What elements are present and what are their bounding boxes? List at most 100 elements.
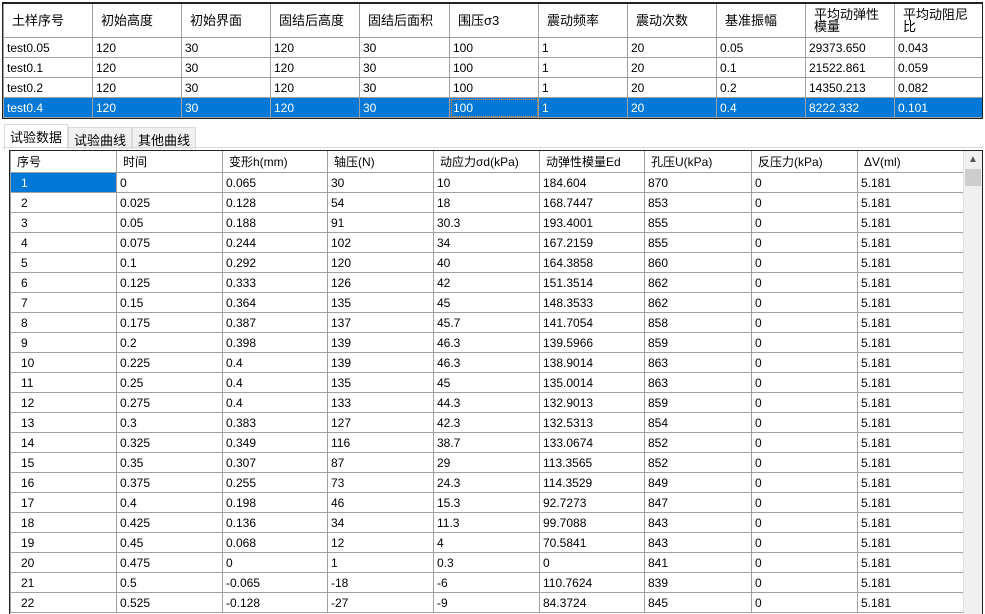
data-cell[interactable]: 139	[327, 352, 434, 373]
table-cell[interactable]: 0.4	[716, 97, 806, 118]
data-cell[interactable]: 45	[433, 372, 540, 393]
data-cell[interactable]: 46	[327, 492, 434, 513]
data-row[interactable]: 12 0.275 0.4 133 44.3 132.9013 859 0 5.181	[10, 392, 964, 413]
data-cell[interactable]: 99.7088	[539, 512, 645, 533]
data-cell[interactable]: 870	[644, 172, 752, 193]
data-cell[interactable]: 0	[222, 552, 328, 573]
data-cell[interactable]: 0	[751, 432, 858, 453]
table-cell[interactable]: 30	[359, 37, 450, 58]
data-cell[interactable]: 0.244	[222, 232, 328, 253]
table-cell[interactable]: 0.05	[716, 37, 806, 58]
table-cell[interactable]: 120	[92, 97, 182, 118]
data-cell[interactable]: 21	[10, 572, 117, 593]
data-cell[interactable]: 18	[10, 512, 117, 533]
data-cell[interactable]: 84.3724	[539, 592, 645, 613]
table-cell[interactable]: 100	[449, 57, 539, 78]
column-header[interactable]: 震动频率	[538, 4, 628, 38]
data-cell[interactable]: 42	[433, 272, 540, 293]
column-header[interactable]: 土样序号	[3, 4, 93, 38]
data-cell[interactable]: 0	[751, 392, 858, 413]
table-cell[interactable]: 30	[359, 57, 450, 78]
scrollbar-thumb[interactable]	[965, 169, 981, 186]
table-cell[interactable]: 120	[270, 57, 360, 78]
data-cell[interactable]: -0.128	[222, 592, 328, 613]
data-cell[interactable]: 854	[644, 412, 752, 433]
data-cell[interactable]: 135.0014	[539, 372, 645, 393]
data-cell[interactable]: 5.181	[857, 412, 964, 433]
table-cell[interactable]: 20	[627, 97, 717, 118]
data-cell[interactable]: 139	[327, 332, 434, 353]
data-cell[interactable]: 5.181	[857, 192, 964, 213]
data-cell[interactable]: 0	[751, 372, 858, 393]
data-cell[interactable]: 1	[10, 172, 117, 193]
data-cell[interactable]: 0.5	[116, 572, 223, 593]
table-cell[interactable]: 1	[538, 97, 628, 118]
table-cell[interactable]: 0.101	[894, 97, 982, 118]
data-cell[interactable]: 116	[327, 432, 434, 453]
data-cell[interactable]: 0	[751, 552, 858, 573]
data-cell[interactable]: 0	[751, 492, 858, 513]
table-cell[interactable]: 100	[449, 37, 539, 58]
data-cell[interactable]: 860	[644, 252, 752, 273]
data-cell[interactable]: 45	[433, 292, 540, 313]
data-cell[interactable]: 0.188	[222, 212, 328, 233]
table-cell[interactable]: 29373.650	[805, 37, 895, 58]
data-cell[interactable]: 0.3	[116, 412, 223, 433]
data-cell[interactable]: 0	[116, 172, 223, 193]
data-row[interactable]: 16 0.375 0.255 73 24.3 114.3529 849 0 5.181	[10, 472, 964, 493]
data-cell[interactable]: 5.181	[857, 472, 964, 493]
data-cell[interactable]: 139.5966	[539, 332, 645, 353]
data-cell[interactable]: 5.181	[857, 332, 964, 353]
data-cell[interactable]: 847	[644, 492, 752, 513]
data-cell[interactable]: 45.7	[433, 312, 540, 333]
table-cell[interactable]: 0.082	[894, 77, 982, 98]
data-cell[interactable]: 0	[751, 412, 858, 433]
table-cell[interactable]: 0.043	[894, 37, 982, 58]
data-cell[interactable]: 193.4001	[539, 212, 645, 233]
data-cell[interactable]: 0.387	[222, 312, 328, 333]
data-cell[interactable]: 151.3514	[539, 272, 645, 293]
data-cell[interactable]: 0.25	[116, 372, 223, 393]
data-cell[interactable]: 862	[644, 292, 752, 313]
data-cell[interactable]: 0.175	[116, 312, 223, 333]
data-cell[interactable]: 0	[751, 172, 858, 193]
sample-table[interactable]: 土样序号 初始高度 初始界面 固结后高度 固结后面积 围压σ3 震动频率 震动次数 基准振幅 平均…	[2, 2, 983, 119]
data-row[interactable]: 6 0.125 0.333 126 42 151.3514 862 0 5.181	[10, 272, 964, 293]
table-cell[interactable]: 21522.861	[805, 57, 895, 78]
data-cell[interactable]: 855	[644, 232, 752, 253]
table-cell[interactable]: 30	[359, 97, 450, 118]
table-cell[interactable]: 8222.332	[805, 97, 895, 118]
data-cell[interactable]: 0.025	[116, 192, 223, 213]
data-cell[interactable]: 92.7273	[539, 492, 645, 513]
data-cell[interactable]: 38.7	[433, 432, 540, 453]
data-cell[interactable]: 853	[644, 192, 752, 213]
data-cell[interactable]: -27	[327, 592, 434, 613]
data-cell[interactable]: 5	[10, 252, 117, 273]
data-cell[interactable]: 0.325	[116, 432, 223, 453]
data-cell[interactable]: 0.398	[222, 332, 328, 353]
data-cell[interactable]: 0	[751, 572, 858, 593]
data-cell[interactable]: 0.275	[116, 392, 223, 413]
data-row[interactable]: 9 0.2 0.398 139 46.3 139.5966 859 0 5.181	[10, 332, 964, 353]
data-row[interactable]: 22 0.525 -0.128 -27 -9 84.3724 845 0 5.181	[10, 592, 964, 613]
data-row[interactable]: 4 0.075 0.244 102 34 167.2159 855 0 5.181	[10, 232, 964, 253]
data-cell[interactable]: 0.425	[116, 512, 223, 533]
table-row[interactable]: test0.4 120 30 120 30 100 1 20 0.4 8222.332 0.101	[3, 97, 982, 118]
data-row[interactable]: 19 0.45 0.068 12 4 70.5841 843 0 5.181	[10, 532, 964, 553]
data-cell[interactable]: 168.7447	[539, 192, 645, 213]
data-cell[interactable]: 0.125	[116, 272, 223, 293]
data-cell[interactable]: 845	[644, 592, 752, 613]
column-header[interactable]: 初始高度	[92, 4, 182, 38]
data-row[interactable]: 20 0.475 0 1 0.3 0 841 0 5.181	[10, 552, 964, 573]
data-cell[interactable]: 0.15	[116, 292, 223, 313]
data-cell[interactable]: 0	[751, 352, 858, 373]
table-cell[interactable]: 120	[270, 77, 360, 98]
data-cell[interactable]: 0.2	[116, 332, 223, 353]
data-cell[interactable]: 54	[327, 192, 434, 213]
data-cell[interactable]: 148.3533	[539, 292, 645, 313]
data-cell[interactable]: 0	[751, 472, 858, 493]
data-cell[interactable]: 863	[644, 372, 752, 393]
data-cell[interactable]: 102	[327, 232, 434, 253]
data-cell[interactable]: 44.3	[433, 392, 540, 413]
table-cell[interactable]: 30	[181, 37, 271, 58]
